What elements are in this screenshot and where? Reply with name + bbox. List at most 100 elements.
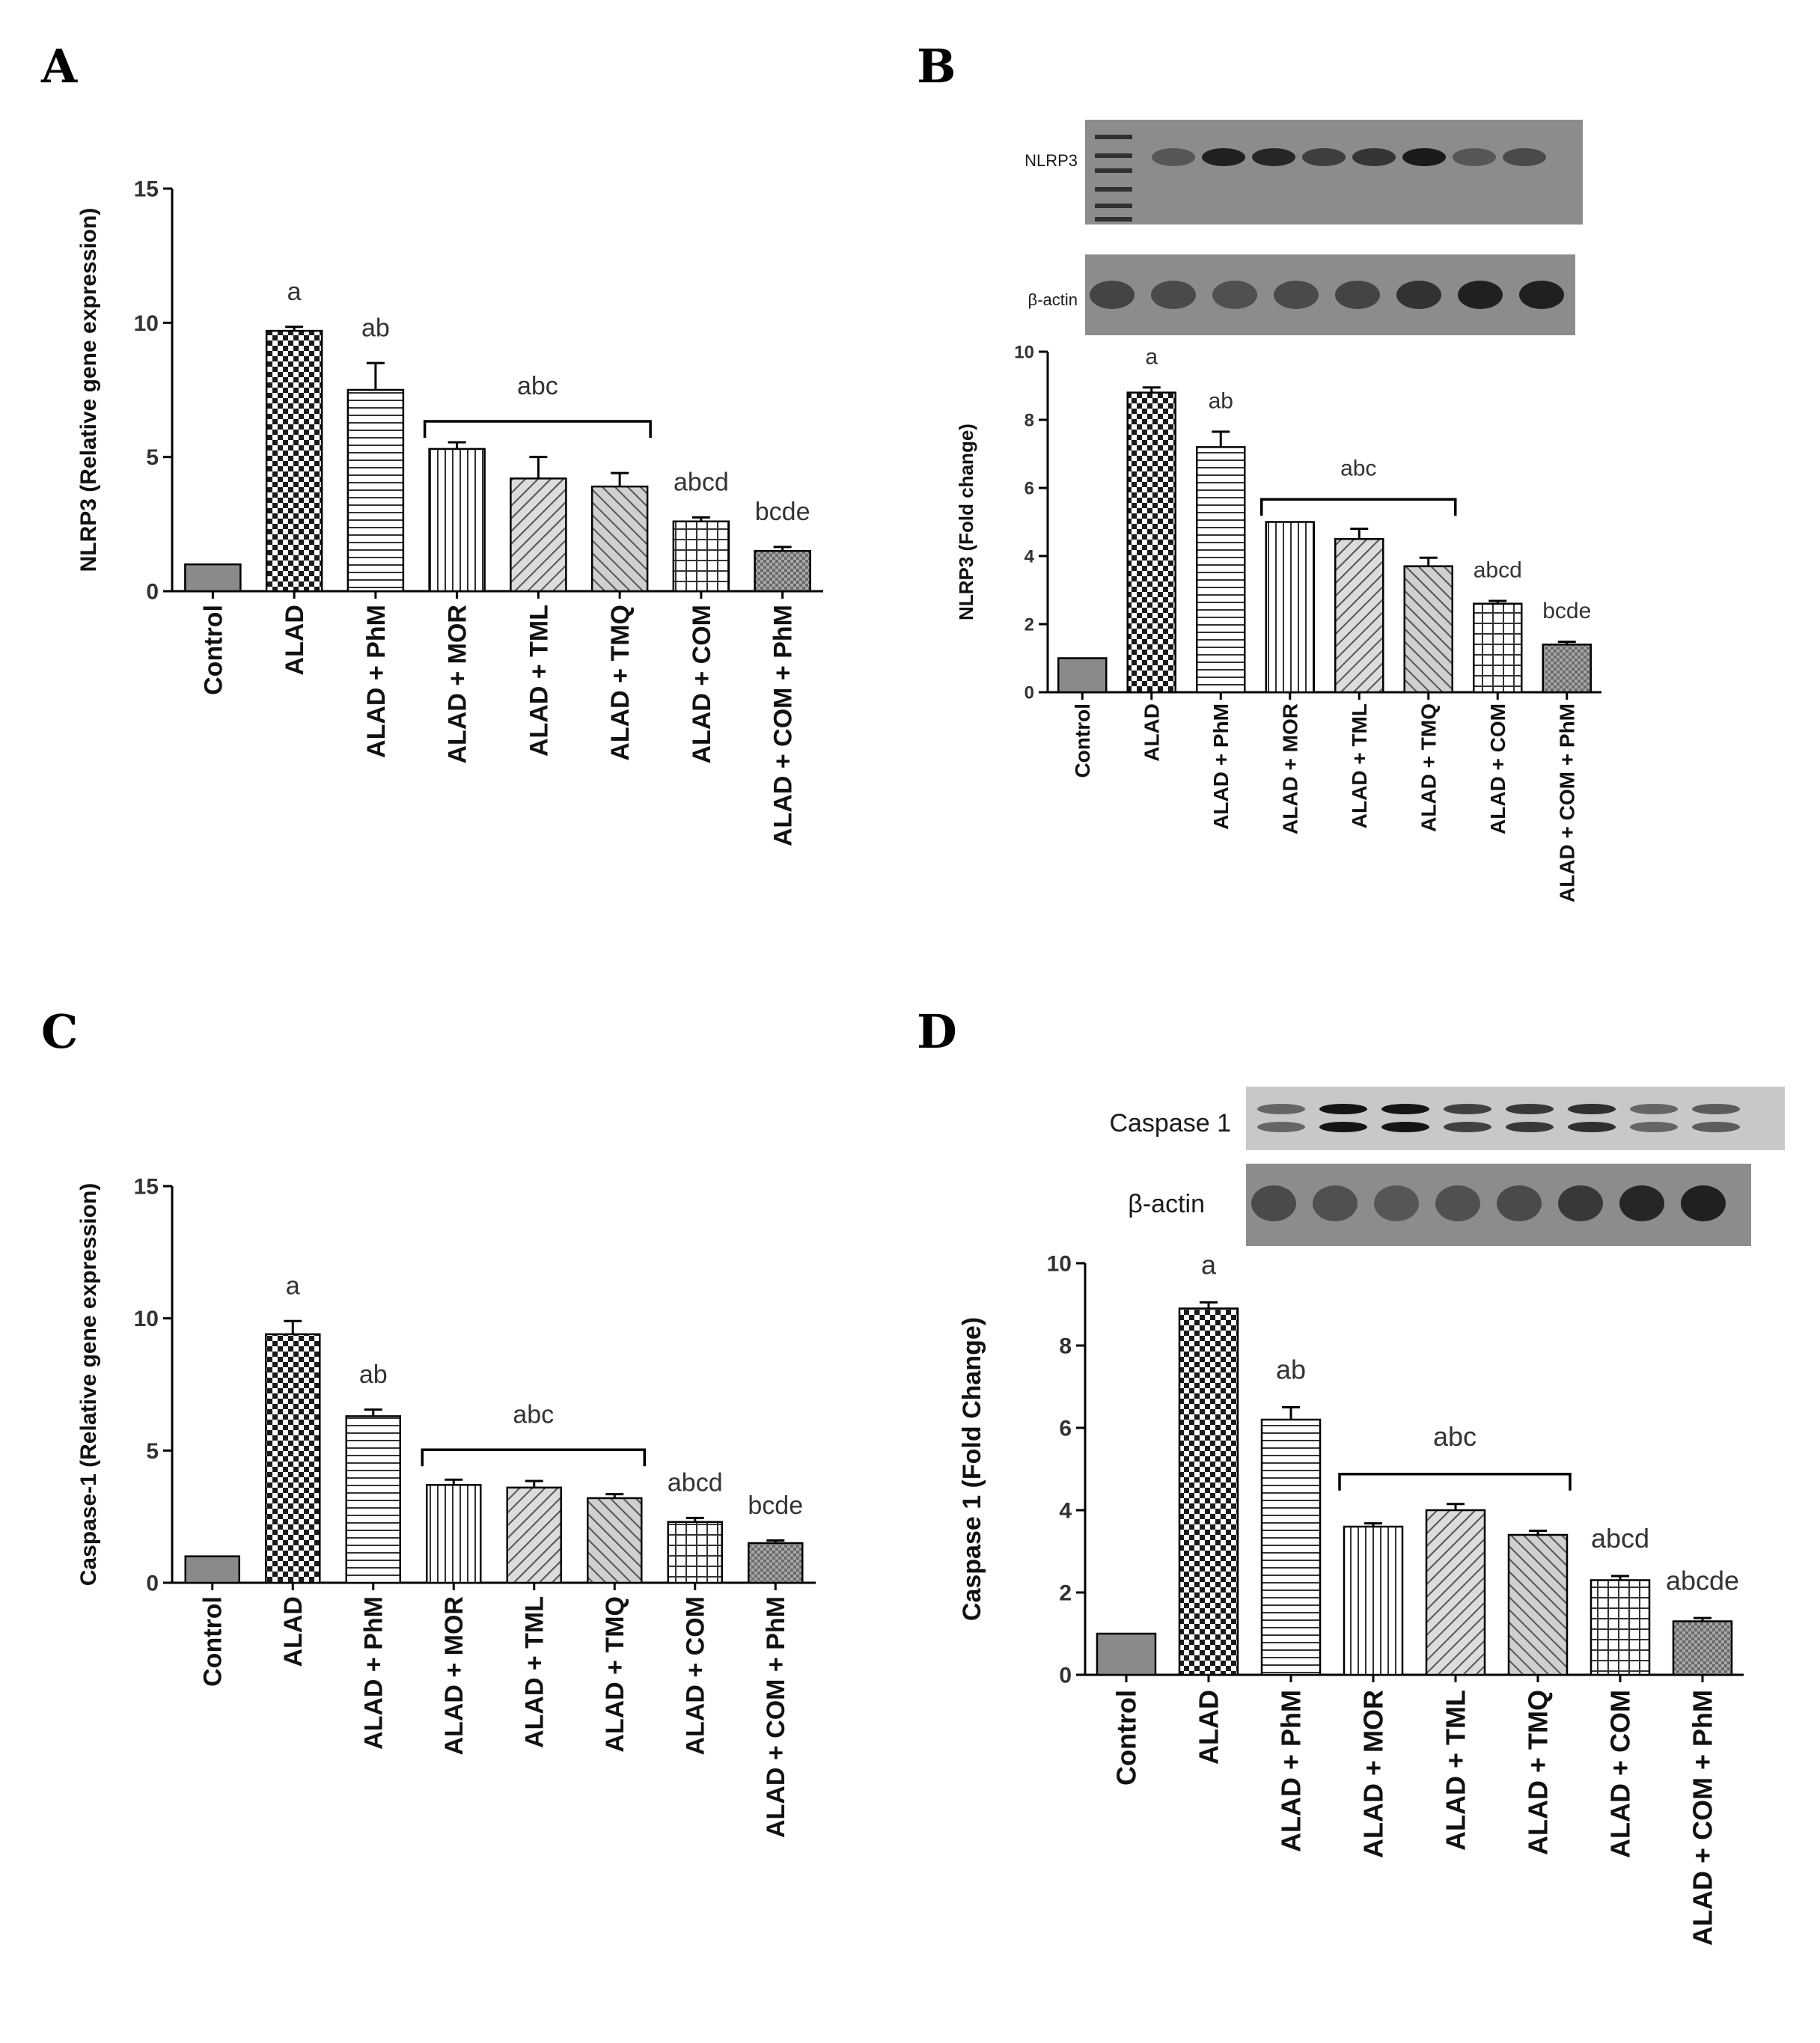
y-tick-label: 15 [134,1175,159,1200]
bar [1425,1509,1486,1676]
bar [510,477,567,593]
bar [1260,1418,1322,1676]
bar [1334,538,1384,694]
y-tick-label: 5 [146,1439,159,1464]
y-tick-label: 10 [134,1307,159,1331]
y-tick-label: 0 [146,1572,159,1596]
panel-label-d: D [917,1004,957,1059]
x-tick-label: ALAD + MOR [444,605,472,764]
y-tick-label: 0 [1024,682,1034,703]
x-tick-label: ALAD + MOR [440,1596,468,1756]
bar [346,388,405,593]
bar [1343,1525,1404,1676]
chart-a-bracket [423,420,652,438]
blot-b-actin-bands [1090,281,1564,309]
blot-d-caspase-membrane [1246,1087,1785,1150]
bar [1542,644,1592,694]
x-tick-label: ALAD + TML [1441,1690,1471,1851]
band [1692,1104,1740,1114]
band [1319,1104,1367,1114]
ladder-band [1095,217,1132,222]
y-tick-label: 2 [1059,1581,1072,1606]
x-tick-label: ALAD [1140,703,1164,762]
significance-label: a [1145,344,1158,369]
bar [1473,602,1523,694]
band [1090,281,1135,309]
chart-b-y-label: NLRP3 (Fold change) [955,424,977,620]
y-tick-label: 0 [1059,1664,1072,1688]
bar [265,329,323,593]
y-tick-label: 10 [134,311,159,336]
band [1251,1185,1296,1221]
bar [1507,1533,1569,1676]
band [1519,281,1564,309]
x-tick-label: ALAD + PhM [1209,703,1233,830]
band [1257,1122,1305,1132]
x-tick-label: ALAD + TMQ [1523,1690,1554,1855]
band [1497,1185,1542,1221]
chart-d-bracket-label: abc [1433,1421,1477,1452]
y-tick-label: 6 [1024,478,1034,498]
chart-c: 0 5 10 15 Caspase-1 (Relative gene expressio… [76,1175,816,1838]
band [1444,1122,1491,1132]
blot-d-actin-label: β-actin [1128,1190,1205,1218]
significance-label: a [287,278,302,306]
x-tick-label: ALAD [281,605,309,675]
chart-c-y-label: Caspase-1 (Relative gene expression) [76,1183,101,1587]
y-tick-label: 4 [1059,1499,1072,1524]
bar [1096,1632,1157,1676]
bar [184,1555,240,1584]
blot-b-nlrp3-label: NLRP3 [1024,151,1078,170]
chart-b: 0 2 4 6 8 10 NLRP3 (Fold change) Control ALAD a AL… [955,342,1601,903]
x-tick-label: ALAD + MOR [1358,1690,1389,1858]
band [1374,1185,1419,1221]
bar [667,1521,723,1584]
y-tick-label: 10 [1047,1252,1072,1277]
y-tick-label: 0 [146,580,159,605]
y-tick-label: 4 [1024,546,1035,567]
x-tick-label: ALAD + COM [682,1596,710,1756]
bar [426,1484,482,1584]
blot-d-actin-bands [1251,1185,1726,1221]
bar [1265,521,1315,694]
significance-label: a [286,1272,300,1301]
bar [1178,1307,1239,1676]
blot-b-ladder [1095,135,1132,222]
bar [1126,391,1176,694]
significance-label: abcd [1474,558,1522,583]
significance-label: abcd [668,1469,723,1497]
y-tick-label: 10 [1014,342,1034,362]
band [1458,281,1503,309]
y-tick-label: 8 [1059,1334,1072,1359]
bar [587,1497,643,1584]
y-tick-label: 2 [1024,614,1034,635]
band [1274,281,1319,309]
band [1568,1122,1616,1132]
chart-a-bracket-label: abc [517,372,558,400]
charts: 0 5 10 15 NLRP3 (Relative gene expression) Co… [76,177,1744,1946]
x-tick-label: ALAD + COM [688,605,716,764]
chart-b-bracket-label: abc [1340,456,1376,481]
ladder-band [1095,187,1132,192]
band [1252,148,1295,166]
chart-c-bracket [421,1448,646,1467]
y-tick-label: 6 [1059,1417,1072,1441]
significance-label: ab [1276,1355,1306,1385]
band [1681,1185,1726,1221]
bar [754,549,811,593]
significance-label: ab [361,314,390,342]
x-tick-label: Control [1111,1690,1142,1786]
band [1202,148,1245,166]
bar [748,1542,804,1584]
blot-b-nlrp3-bands [1152,148,1546,166]
bar [184,563,242,593]
significance-label: bcde [1542,599,1591,623]
blot-b-nlrp3-membrane [1085,120,1583,225]
blot-b: NLRP3 β-actin [1024,120,1583,335]
band [1503,148,1546,166]
band [1630,1122,1678,1132]
chart-a-y-label: NLRP3 (Relative gene expression) [76,208,101,572]
ladder-band [1095,153,1132,158]
blot-d: Caspase 1 β-actin [1109,1087,1785,1246]
chart-d-y-label: Caspase 1 (Fold Change) [958,1317,986,1621]
